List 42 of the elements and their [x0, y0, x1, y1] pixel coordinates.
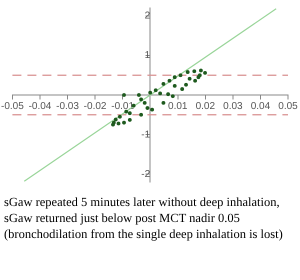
point [122, 120, 126, 125]
point [178, 73, 182, 78]
point [180, 87, 184, 91]
point [137, 93, 141, 97]
x-tick-label: 0.05 [278, 100, 298, 112]
point [118, 114, 122, 119]
point [116, 122, 120, 126]
point [203, 70, 207, 75]
point [184, 82, 188, 87]
point [128, 118, 132, 122]
point [158, 92, 162, 96]
x-tick-label: -0.03 [56, 100, 80, 112]
x-tick-label: 0.04 [250, 100, 271, 112]
point [148, 90, 152, 95]
point [146, 106, 150, 110]
point [122, 93, 126, 97]
point [199, 68, 203, 72]
point [162, 82, 166, 86]
point [142, 101, 147, 105]
point [193, 78, 198, 83]
x-tick-label: -0.05 [1, 100, 24, 112]
point [114, 118, 118, 122]
x-tick-label: -0.02 [84, 100, 107, 112]
point [154, 88, 158, 92]
point [172, 84, 177, 88]
x-tick-label: 0.01 [168, 100, 188, 112]
point [192, 69, 196, 74]
point [172, 75, 177, 80]
x-tick-label: -0.04 [28, 100, 52, 112]
point [139, 97, 144, 102]
point [150, 108, 154, 112]
text: sGaw repeated 5 minutes later without deep inhalation, sGaw returned just below post MCT nadir 0.05 (bronchodilation from the single deep inhalation is lost) [3, 194, 284, 242]
point [168, 78, 172, 83]
point [128, 111, 132, 116]
point [170, 94, 175, 98]
x-tick-label: 0.03 [223, 100, 244, 112]
point [166, 92, 170, 96]
x-tick-label: 0.02 [196, 100, 216, 112]
point [162, 101, 166, 105]
point [188, 76, 192, 81]
point [139, 112, 144, 117]
point [186, 70, 190, 74]
